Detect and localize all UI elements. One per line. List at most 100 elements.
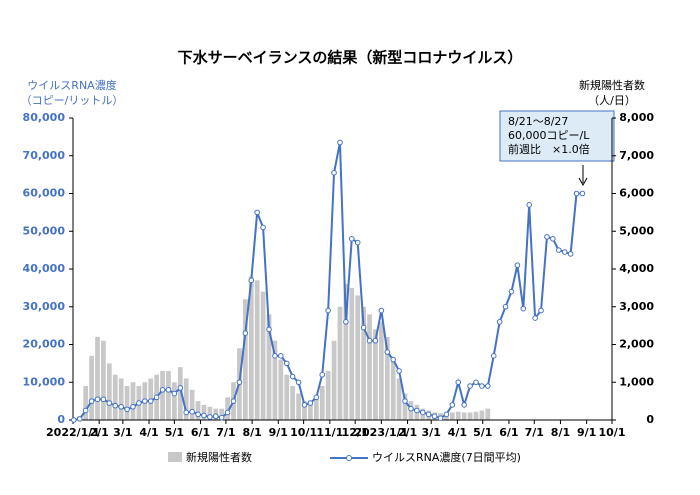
- x-tick-label: 5/1: [165, 426, 184, 439]
- line-point: [71, 417, 77, 423]
- bar: [183, 378, 189, 420]
- line-point: [343, 319, 349, 325]
- bar: [225, 397, 230, 420]
- line-point: [561, 249, 568, 255]
- line-point: [431, 413, 438, 420]
- y-tick-label: 20,000: [23, 338, 66, 351]
- line-point: [283, 360, 290, 367]
- legend-label: 新規陽性者数: [186, 450, 252, 464]
- x-tick-label: 8/1: [551, 426, 570, 439]
- line-point: [461, 402, 467, 408]
- line-point: [538, 307, 544, 314]
- y2-axis-label: 新規陽性者数: [579, 78, 645, 92]
- x-tick-label: 10/1: [290, 426, 317, 439]
- line-point: [532, 315, 538, 321]
- bar: [367, 314, 372, 420]
- line-point: [230, 398, 237, 404]
- y2-tick-label: 5,000: [619, 224, 654, 237]
- line-point: [136, 400, 142, 406]
- bar: [349, 287, 355, 420]
- bar: [118, 378, 124, 420]
- line-point: [254, 209, 260, 216]
- line-point: [218, 414, 225, 421]
- line-point: [485, 383, 491, 389]
- line-point: [224, 409, 231, 416]
- line-point: [165, 387, 172, 393]
- line-point: [479, 383, 485, 389]
- line-point: [544, 234, 550, 240]
- y-tick-label: 10,000: [23, 375, 66, 388]
- line-point: [473, 379, 479, 386]
- x-tick-label: 6/1: [499, 426, 518, 439]
- line-point: [555, 247, 562, 253]
- line-point: [550, 236, 556, 242]
- y-tick-label: 40,000: [23, 262, 66, 275]
- line-point: [449, 402, 456, 408]
- line-point: [384, 349, 391, 355]
- x-tick-label: 2/1: [90, 426, 109, 439]
- line-point: [295, 379, 302, 386]
- line-point: [496, 319, 503, 325]
- line-point: [266, 326, 272, 333]
- line-point: [313, 394, 320, 401]
- line-point: [171, 390, 178, 397]
- bar: [189, 389, 195, 420]
- line-point: [425, 411, 432, 418]
- y-tick-label: 0: [57, 413, 65, 426]
- line-point: [189, 408, 195, 415]
- x-tick-label: 2/1: [398, 426, 417, 439]
- line-point: [124, 406, 130, 413]
- bar: [201, 404, 207, 420]
- line-point: [443, 411, 450, 418]
- line-point: [183, 409, 190, 416]
- bar: [248, 276, 254, 420]
- line-point: [419, 409, 426, 416]
- line-point: [153, 394, 160, 401]
- line-point: [76, 416, 83, 422]
- bar: [313, 397, 319, 420]
- legend-swatch: [346, 455, 352, 461]
- x-tick-label: 6/1: [191, 426, 210, 439]
- line-point: [201, 412, 207, 419]
- line-point: [212, 413, 219, 420]
- bar: [172, 382, 177, 420]
- line-point: [159, 387, 166, 393]
- line-point: [437, 415, 444, 421]
- bar: [177, 367, 183, 420]
- bar: [467, 412, 473, 420]
- line-point: [248, 277, 255, 284]
- line-point: [195, 411, 201, 418]
- y2-tick-label: 0: [646, 413, 654, 426]
- bar: [473, 411, 479, 420]
- legend-swatch: [168, 452, 182, 462]
- line-point: [236, 379, 243, 386]
- annotation-box: [499, 110, 615, 162]
- line-point: [301, 402, 308, 408]
- bar: [308, 401, 313, 420]
- bar: [337, 306, 343, 420]
- y-axis-label: （コピー/リットル）: [21, 94, 124, 107]
- bar: [266, 314, 272, 420]
- legend-label: ウイルスRNA濃度(7日間平均): [372, 450, 521, 464]
- x-tick-label: 2023/1/1: [354, 426, 408, 439]
- bar: [130, 382, 136, 420]
- line-point: [207, 414, 213, 420]
- line-point: [378, 307, 385, 314]
- line-point: [319, 371, 326, 378]
- bar: [160, 370, 165, 420]
- line-point: [177, 385, 184, 391]
- bar: [83, 386, 89, 420]
- x-tick-label: 4/1: [448, 426, 467, 439]
- x-tick-label: 7/1: [525, 426, 544, 439]
- bar: [112, 374, 118, 420]
- y2-tick-label: 7,000: [619, 149, 654, 162]
- x-tick-label: 10/1: [599, 426, 626, 439]
- line-point: [94, 396, 101, 403]
- bar: [325, 370, 331, 420]
- x-tick-label: 12/1: [342, 426, 369, 439]
- bar: [378, 321, 384, 420]
- y2-tick-label: 1,000: [619, 375, 654, 388]
- bar: [290, 386, 296, 420]
- line-point: [106, 400, 113, 406]
